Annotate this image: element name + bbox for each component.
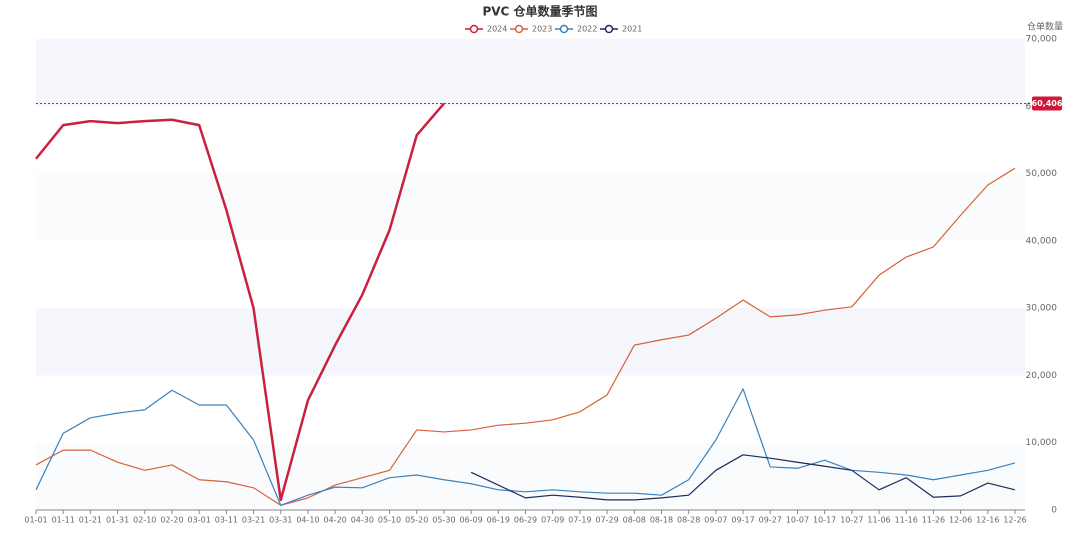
x-tick-label: 03-21: [242, 516, 265, 525]
grid-band: [36, 442, 1025, 510]
x-tick-label: 05-10: [378, 516, 401, 525]
y-tick-label: 50,000: [1026, 169, 1058, 179]
x-tick-label: 12-06: [949, 516, 972, 525]
x-tick-label: 07-09: [541, 516, 564, 525]
x-tick-label: 06-29: [514, 516, 537, 525]
x-tick-label: 01-31: [106, 516, 129, 525]
series-line: [470, 454, 1016, 501]
x-tick-label: 01-21: [79, 516, 102, 525]
x-tick-label: 11-26: [922, 516, 945, 525]
x-tick-label: 01-01: [24, 516, 47, 525]
x-tick-label: 09-17: [731, 516, 754, 525]
x-tick-label: 11-06: [867, 516, 890, 525]
x-tick-label: 06-19: [487, 516, 510, 525]
mark-label: 60,406: [1032, 99, 1063, 108]
x-tick-label: 07-29: [595, 516, 618, 525]
x-tick-label: 05-20: [405, 516, 428, 525]
y-tick-label: 0: [1051, 506, 1057, 516]
x-tick-label: 10-27: [840, 516, 863, 525]
y-axis-title: 仓单数量: [1027, 21, 1063, 33]
mark-label-bg: [1032, 96, 1062, 111]
x-tick-label: 04-10: [296, 516, 319, 525]
legend-label: 2021: [622, 25, 642, 34]
grid-band: [36, 39, 1025, 107]
x-tick-label: 09-07: [704, 516, 727, 525]
legend-symbol: [604, 24, 614, 34]
x-tick-label: 06-09: [459, 516, 482, 525]
legend-symbol: [514, 24, 524, 34]
y-tick-label: 70,000: [1026, 35, 1058, 45]
x-tick-label: 09-27: [759, 516, 782, 525]
x-tick-label: 08-18: [650, 516, 673, 525]
legend-label: 2022: [577, 25, 597, 34]
x-tick-label: 03-11: [215, 516, 238, 525]
x-tick-label: 02-10: [133, 516, 156, 525]
x-tick-label: 08-08: [623, 516, 646, 525]
x-tick-label: 04-30: [351, 516, 374, 525]
grid-band: [36, 308, 1025, 376]
x-tick-label: 03-01: [188, 516, 211, 525]
x-tick-label: 12-16: [976, 516, 999, 525]
y-tick-label: 10,000: [1026, 438, 1058, 448]
x-tick-label: 08-28: [677, 516, 700, 525]
x-tick-label: 11-16: [895, 516, 918, 525]
y-tick-label: 20,000: [1026, 371, 1058, 381]
x-tick-label: 03-31: [269, 516, 292, 525]
x-tick-label: 12-26: [1003, 516, 1026, 525]
series-line: [35, 167, 1016, 506]
chart-title: PVC 仓单数量季节图: [482, 4, 597, 19]
y-tick-label: 30,000: [1026, 304, 1058, 314]
legend-symbol: [559, 24, 569, 34]
y-tick-label: 40,000: [1026, 236, 1058, 246]
legend-label: 2024: [487, 25, 507, 34]
x-tick-label: 04-20: [324, 516, 347, 525]
x-tick-label: 10-07: [786, 516, 809, 525]
legend-label: 2023: [532, 25, 552, 34]
series-line: [35, 102, 445, 502]
grid-band: [36, 173, 1025, 241]
x-tick-label: 07-19: [568, 516, 591, 525]
x-tick-label: 05-30: [432, 516, 455, 525]
x-tick-label: 01-11: [52, 516, 75, 525]
x-tick-label: 02-20: [160, 516, 183, 525]
legend-symbol: [469, 24, 479, 34]
x-tick-label: 10-17: [813, 516, 836, 525]
